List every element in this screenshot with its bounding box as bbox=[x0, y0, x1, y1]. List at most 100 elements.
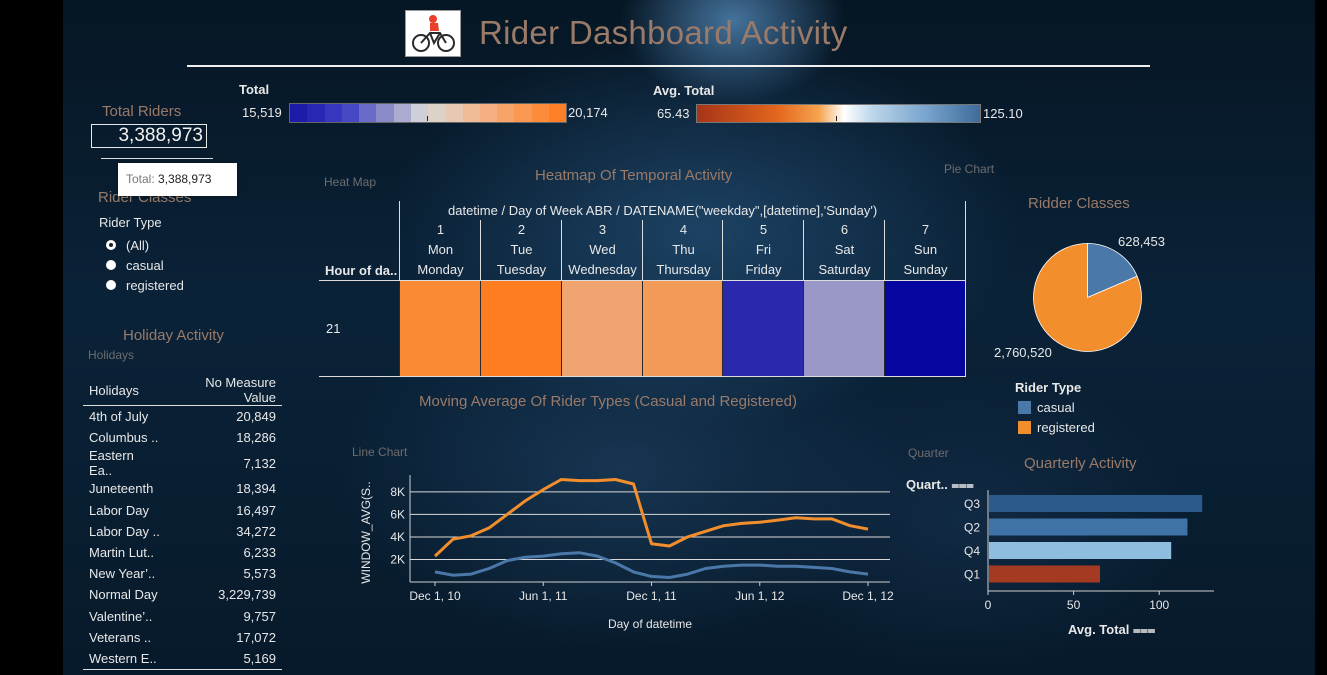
bar-q1[interactable] bbox=[989, 565, 1101, 583]
heatmap-cell-sat[interactable] bbox=[803, 281, 885, 376]
holiday-name: Juneteenth bbox=[89, 481, 154, 497]
day-number: 3 bbox=[598, 222, 607, 237]
heatmap-cell-fri[interactable] bbox=[722, 281, 804, 376]
y-tick-label: 6K bbox=[390, 507, 405, 521]
sort-icon[interactable]: ⩶ bbox=[1133, 622, 1156, 637]
quarter-axis-header[interactable]: Quart.. ⩶ bbox=[906, 477, 974, 493]
heatmap-col-header-mon[interactable]: 1 Mon Monday bbox=[399, 220, 481, 280]
heatmap-row-header[interactable]: Hour of da.. bbox=[325, 263, 398, 278]
table-row[interactable]: Normal Day 3,229,739 bbox=[83, 584, 282, 605]
heatmap-cell-thu[interactable] bbox=[642, 281, 724, 376]
table-row[interactable]: Veterans .. 17,072 bbox=[83, 627, 282, 648]
table-row[interactable]: 4th of July 20,849 bbox=[83, 406, 282, 428]
bar-q2[interactable] bbox=[989, 518, 1188, 536]
holiday-col-header[interactable]: Holidays bbox=[83, 375, 167, 406]
line-sheet-label: Line Chart bbox=[352, 445, 408, 459]
heatmap-cell-tue[interactable] bbox=[480, 281, 562, 376]
bar-q4[interactable] bbox=[989, 542, 1172, 559]
series-line-registered[interactable] bbox=[433, 478, 869, 558]
bicycle-rider-icon bbox=[405, 10, 461, 57]
radio-selected-icon[interactable] bbox=[106, 240, 116, 250]
table-row[interactable]: Valentine’.. 9,757 bbox=[83, 606, 282, 627]
avg-total-legend-label: Avg. Total bbox=[653, 83, 715, 98]
bar-category-label: Q2 bbox=[964, 521, 980, 535]
day-name: Saturday bbox=[818, 262, 871, 277]
holiday-name: New Year’.. bbox=[89, 566, 156, 582]
day-number: 4 bbox=[679, 222, 688, 237]
rider-type-option-all[interactable]: (All) bbox=[106, 235, 184, 255]
legend-label: casual bbox=[1037, 400, 1075, 415]
series-line-casual[interactable] bbox=[434, 551, 869, 579]
day-abbr: Mon bbox=[427, 242, 454, 257]
day-abbr: Fri bbox=[755, 242, 772, 257]
pie-slice-registered[interactable] bbox=[1033, 243, 1142, 352]
holiday-value: 34,272 bbox=[236, 523, 276, 539]
legend-color-step bbox=[462, 104, 480, 122]
legend-item-registered[interactable]: registered bbox=[1018, 420, 1095, 435]
heatmap-col-header-tue[interactable]: 2 Tue Tuesday bbox=[480, 220, 562, 280]
pie-chart bbox=[1033, 243, 1142, 352]
legend-color-step bbox=[514, 104, 532, 122]
day-number: 2 bbox=[517, 222, 526, 237]
heatmap-title: Heatmap Of Temporal Activity bbox=[535, 167, 733, 184]
sort-icon[interactable]: ⩶ bbox=[951, 477, 974, 492]
radio-icon[interactable] bbox=[106, 280, 116, 290]
heatmap-bottom-rule bbox=[319, 376, 966, 377]
rider-type-radio-group: (All) casual registered bbox=[106, 235, 184, 295]
heatmap-cell-wed[interactable] bbox=[561, 281, 643, 376]
holiday-name: Eastern Ea.. bbox=[89, 448, 134, 479]
holiday-value: 7,132 bbox=[243, 455, 276, 471]
heatmap-cell-mon[interactable] bbox=[399, 281, 481, 376]
table-row[interactable]: Eastern Ea.. 7,132 bbox=[83, 448, 282, 478]
legend-swatch-registered bbox=[1018, 421, 1031, 434]
pie-slice-casual[interactable] bbox=[1087, 243, 1138, 299]
heatmap-col-header-sun[interactable]: 7 Sun Sunday bbox=[884, 220, 966, 280]
holiday-value: 18,394 bbox=[236, 481, 276, 497]
total-legend-min: 15,519 bbox=[242, 105, 282, 120]
day-number: 7 bbox=[921, 222, 930, 237]
title-divider bbox=[187, 65, 1150, 67]
heatmap-col-header-sat[interactable]: 6 Sat Saturday bbox=[803, 220, 885, 280]
table-row[interactable]: Western E.. 5,169 bbox=[83, 648, 282, 669]
legend-color-step bbox=[410, 104, 428, 122]
quarter-sheet-label: Quarter bbox=[908, 446, 949, 460]
day-name: Monday bbox=[417, 262, 464, 277]
legend-color-step bbox=[376, 104, 394, 122]
avg-total-color-legend bbox=[696, 104, 981, 123]
legend-item-casual[interactable]: casual bbox=[1018, 400, 1075, 415]
pie-legend-title: Rider Type bbox=[1015, 380, 1082, 395]
day-abbr: Wed bbox=[589, 242, 616, 257]
y-axis-title: WINDOW_AVG(S.. bbox=[359, 481, 373, 583]
pie-title: Ridder Classes bbox=[1028, 195, 1130, 212]
rider-type-option-label: casual bbox=[126, 257, 164, 273]
x-tick-label: Dec 1, 11 bbox=[626, 589, 677, 603]
heatmap-col-header-thu[interactable]: 4 Thu Thursday bbox=[642, 220, 724, 280]
rider-type-option-registered[interactable]: registered bbox=[106, 275, 184, 295]
legend-color-step bbox=[531, 104, 549, 122]
holiday-value: 17,072 bbox=[236, 629, 276, 645]
rider-type-option-casual[interactable]: casual bbox=[106, 255, 184, 275]
table-row[interactable]: New Year’.. 5,573 bbox=[83, 563, 282, 584]
table-row[interactable]: Columbus .. 18,286 bbox=[83, 427, 282, 448]
bar-q3[interactable] bbox=[989, 495, 1203, 512]
table-row[interactable]: Labor Day .. 34,272 bbox=[83, 521, 282, 542]
legend-color-step bbox=[341, 104, 359, 122]
heatmap-col-header-wed[interactable]: 3 Wed Wednesday bbox=[561, 220, 643, 280]
day-name: Friday bbox=[745, 262, 782, 277]
heatmap-col-header-fri[interactable]: 5 Fri Friday bbox=[722, 220, 804, 280]
bar-category-label: Q4 bbox=[964, 544, 980, 558]
holiday-name: 4th of July bbox=[89, 409, 149, 425]
table-row[interactable]: Martin Lut.. 6,233 bbox=[83, 542, 282, 563]
day-name: Wednesday bbox=[568, 262, 637, 277]
total-riders-value[interactable]: 3,388,973 bbox=[91, 124, 207, 148]
table-row[interactable]: Labor Day 16,497 bbox=[83, 500, 282, 521]
table-row[interactable]: Juneteenth 18,394 bbox=[83, 478, 282, 499]
holiday-name: Columbus .. bbox=[89, 430, 159, 446]
holiday-name: Normal Day bbox=[89, 587, 158, 603]
legend-color-step bbox=[548, 104, 566, 122]
bar-category-label: Q3 bbox=[964, 497, 980, 511]
measure-col-header[interactable]: No Measure Value bbox=[166, 375, 282, 406]
radio-icon[interactable] bbox=[106, 260, 116, 270]
total-legend-label: Total bbox=[239, 82, 270, 97]
heatmap-cell-sun[interactable] bbox=[884, 281, 966, 376]
